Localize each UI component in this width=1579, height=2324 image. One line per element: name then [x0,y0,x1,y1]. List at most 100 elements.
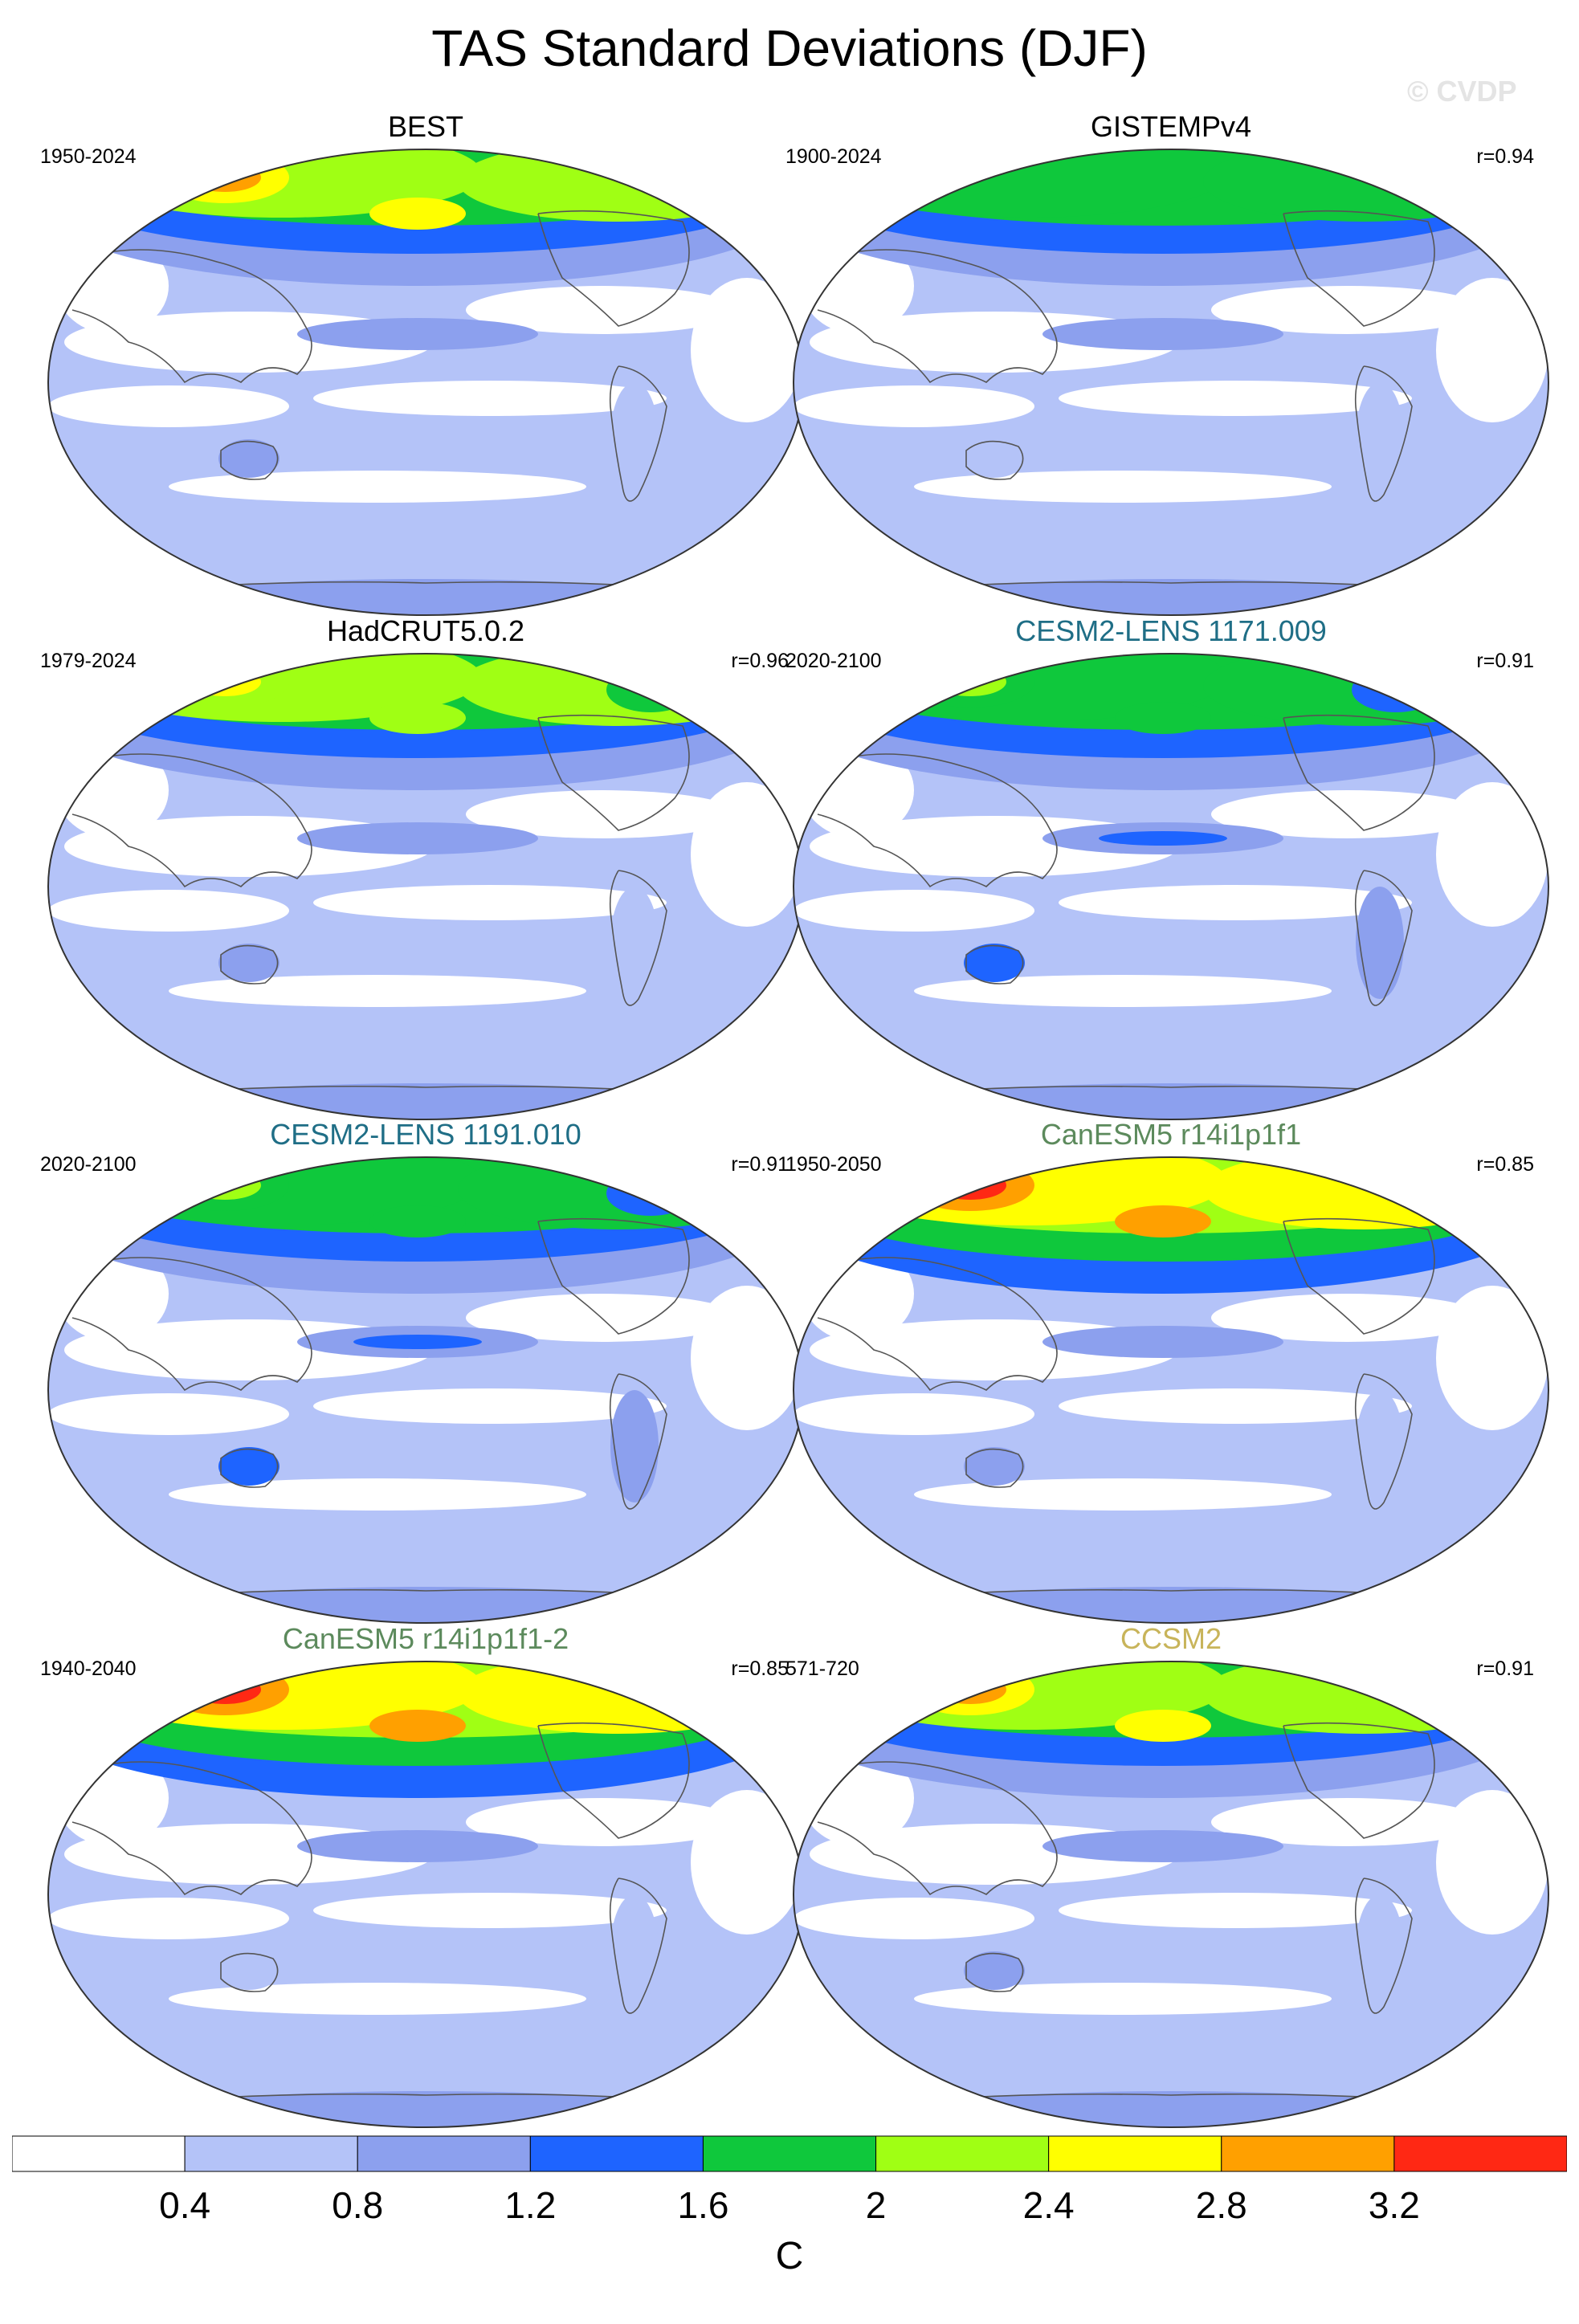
colorbar-swatch [529,2135,704,2172]
map-panel: BEST 1950-2024 [40,109,811,616]
siberia-hotspot-core [934,1171,1006,1200]
colorbar-tick-label: 1.2 [504,2184,557,2226]
low-variability-band [48,1898,289,1939]
low-variability-band [794,890,1034,932]
eurasia-hotspot [369,198,466,230]
robinson-map [47,1661,804,2128]
coastline-asia [71,1257,312,1392]
panel-title: BEST [387,110,464,143]
map-panel: CanESM5 r14i1p1f1-2 1940-2040 r=0.85 [40,1621,811,2128]
antarctic-field [834,2091,1508,2127]
coastline-australia [965,944,1024,985]
enso-tongue-core [353,1839,482,1853]
siberia-hotspot [161,152,289,203]
robinson-map [47,653,804,1120]
low-variability-band [1059,885,1412,920]
coastline-south-america [609,1878,667,2014]
coastline-asia [817,249,1058,384]
south-america-field [610,1390,659,1502]
low-variability-band [1059,381,1412,416]
coastline-south-america [609,365,667,502]
low-variability-band [1059,1388,1412,1424]
panel-title: CanESM5 r14i1p1f1 [1040,1118,1302,1151]
siberia-hotspot-core [934,1675,1006,1704]
coastline-south-america [1354,365,1413,502]
panel-correlation: r=0.96 [731,650,789,672]
low-variability-band [169,1983,586,2015]
panel-title: CESM2-LENS 1171.009 [1015,614,1327,647]
australia-field [964,1447,1025,1486]
map-border [793,653,1549,1120]
panel-title: HadCRUT5.0.2 [326,614,525,647]
coastline-north-america [1283,1217,1435,1335]
eurasia-hotspot [1115,1205,1211,1237]
low-variability-band [313,1388,667,1424]
colorbar-swatch [12,2135,186,2172]
north-america-hotspot [1352,1675,1440,1720]
watermark: © CVDP [1407,75,1517,108]
colorbar-tick-label: 1.6 [677,2184,729,2226]
coastline-asia [71,1761,312,1896]
coastline-australia [220,944,279,985]
low-variability-band [691,1790,803,1935]
australia-field [964,439,1025,478]
map-border [793,1661,1549,2128]
south-america-field [1356,1390,1404,1502]
eurasia-hotspot [1115,1710,1211,1742]
panel-title: CanESM5 r14i1p1f1-2 [282,1622,569,1655]
eurasia-hotspot [369,1205,466,1237]
colorbar-swatch [702,2135,877,2172]
australia-field [218,439,279,478]
australia-field [218,944,279,982]
low-variability-band [48,890,289,932]
low-variability-band [1436,1286,1548,1430]
low-variability-band [313,885,667,920]
south-america-field [610,1894,659,2007]
coastline-asia [817,753,1058,888]
colorbar-tick-label: 0.4 [159,2184,211,2226]
north-america-hotspot [606,163,695,208]
robinson-map [793,653,1549,1120]
low-variability-band [794,1393,1034,1435]
low-variability-band [169,471,586,503]
panel-correlation: r=0.91 [1476,1657,1534,1680]
siberia-hotspot-core [189,1171,261,1200]
siberia-hotspot-core [189,1675,261,1704]
panel-period: 2020-2100 [785,650,882,672]
coastline-north-america [1283,1722,1435,1839]
australia-field [218,1951,279,1990]
low-variability-band [169,1478,586,1511]
siberia-hotspot [906,656,1034,707]
low-variability-band [914,975,1332,1007]
coastline-south-america [1354,1373,1413,1510]
colorbar-tick-label: 3.2 [1368,2184,1420,2226]
colorbar-tick-label: 0.8 [332,2184,384,2226]
coastline-south-america [609,1373,667,1510]
robinson-map [47,149,804,616]
enso-tongue-core [353,1335,482,1349]
north-america-hotspot [606,1675,695,1720]
panel-period: 571-720 [785,1657,859,1680]
panel-title: CESM2-LENS 1191.010 [270,1118,581,1151]
low-variability-band [313,1893,667,1928]
siberia-hotspot [906,1664,1034,1715]
map-panel: CESM2-LENS 1171.009 2020-2100 r=0.91 [785,614,1557,1120]
colorbar-tick-label: 2.4 [1022,2184,1075,2226]
low-variability-band [1436,278,1548,422]
low-variability-band [48,1393,289,1435]
panel-period: 1979-2024 [40,650,137,672]
low-variability-band [914,1983,1332,2015]
eurasia-hotspot [1115,702,1211,734]
colorbar-swatch [1048,2135,1222,2172]
page-title: TAS Standard Deviations (DJF) [431,19,1148,77]
australia-field [964,1951,1025,1990]
north-america-hotspot [1352,667,1440,712]
coastline-asia [71,249,312,384]
australia-field [218,1447,279,1486]
map-panel: CESM2-LENS 1191.010 2020-2100 r=0.91 [40,1117,811,1624]
low-variability-band [794,1898,1034,1939]
south-america-field [1356,382,1404,495]
enso-tongue-core [1099,1335,1227,1349]
panel-title: CCSM2 [1120,1622,1222,1655]
panel-correlation: r=0.94 [1476,145,1534,168]
